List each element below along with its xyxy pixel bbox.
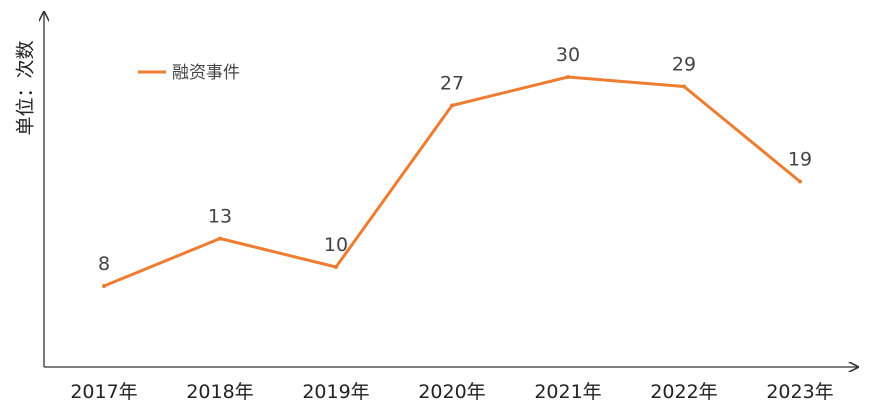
data-point-4 — [566, 75, 570, 79]
data-label-2: 10 — [324, 234, 348, 256]
legend-label: 融资事件 — [172, 63, 240, 83]
x-tick-label-6: 2023年 — [766, 381, 833, 403]
data-point-1 — [218, 236, 222, 241]
data-label-5: 29 — [672, 54, 696, 76]
legend: 融资事件 — [138, 63, 240, 83]
data-point-5 — [682, 84, 686, 89]
x-tick-label-3: 2020年 — [418, 381, 485, 403]
data-point-3 — [450, 103, 454, 108]
x-tick-label-2: 2019年 — [302, 381, 369, 403]
y-axis-title: 单位：次数 — [15, 40, 37, 135]
data-point-6 — [798, 179, 802, 184]
data-point-0 — [102, 284, 106, 288]
data-label-3: 27 — [440, 73, 464, 95]
series-line-融资事件 — [102, 75, 802, 288]
x-tick-label-5: 2022年 — [650, 381, 717, 403]
x-tick-label-4: 2021年 — [534, 381, 601, 403]
data-label-1: 13 — [208, 206, 232, 228]
x-tick-label-1: 2018年 — [186, 381, 253, 403]
data-point-2 — [334, 265, 338, 269]
data-label-4: 30 — [556, 44, 580, 66]
data-label-6: 19 — [788, 149, 812, 171]
data-label-0: 8 — [98, 253, 110, 275]
x-tick-label-0: 2017年 — [70, 381, 137, 403]
